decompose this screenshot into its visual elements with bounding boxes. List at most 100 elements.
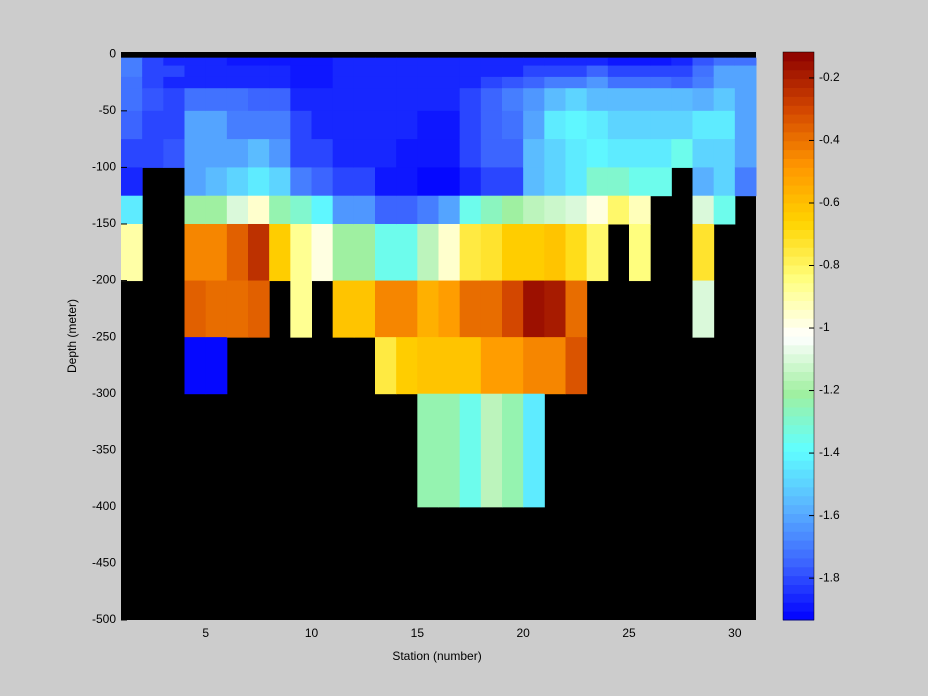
cell [311,139,334,168]
cell [248,65,270,78]
cell [121,110,143,140]
cell [375,139,397,168]
cell [226,110,249,140]
cell [713,57,736,67]
cell [269,139,291,168]
cell [396,223,418,282]
cell [565,88,588,112]
cell [290,195,312,225]
cell [205,65,228,78]
cell [502,65,524,78]
cell [375,65,397,78]
cell [480,139,503,168]
cell [438,139,461,168]
cell [629,57,651,67]
cell [459,88,482,112]
cell [734,57,757,67]
colorbar-frame [782,51,815,621]
cell [396,167,418,197]
cell [565,280,588,338]
colorbar-tick-label: -0.2 [819,70,840,84]
colorbar-level [783,362,814,372]
colorbar-tick-label: -0.8 [819,258,840,272]
cell [375,57,397,67]
cell [205,110,228,140]
y-tick-label: -500 [92,612,116,626]
cell [459,110,482,140]
cell [121,195,143,225]
cell [332,57,355,67]
cell [523,110,545,140]
colorbar-level [783,265,814,275]
cell [226,65,249,78]
cell [523,76,545,89]
cell [629,88,651,112]
colorbar-tick-label: -1.4 [819,445,840,459]
cell [311,76,334,89]
cell [502,139,524,168]
cell [713,65,736,78]
cell [544,139,566,168]
colorbar-level [783,336,814,346]
cell [290,167,312,197]
cell [438,88,461,112]
y-axis-label: Depth (meter) [65,299,79,373]
cell [226,57,249,67]
colorbar-level [783,211,814,222]
cell [544,223,566,282]
cell [607,57,630,67]
cell [523,139,545,168]
cell [205,57,228,67]
cell [459,65,482,78]
cell [671,139,693,168]
cell [332,65,355,78]
colorbar-level [783,602,814,612]
cell [544,65,566,78]
cell [480,393,503,508]
cell [417,76,439,89]
cell [544,57,566,67]
cell [417,280,439,338]
colorbar-level [783,451,814,461]
cell [734,76,757,89]
colorbar-level [783,353,814,364]
cell [671,65,693,78]
colorbar-level [783,167,814,177]
cell [438,195,461,225]
cell [205,223,228,282]
colorbar-level [783,504,814,514]
colorbar-level [783,105,814,115]
cell [544,195,566,225]
colorbar-level [783,185,814,195]
cell [565,76,588,89]
cell [353,167,376,197]
cell [523,223,545,282]
cell [480,76,503,89]
cell [353,65,376,78]
cell [332,110,355,140]
cell [502,195,524,225]
cell [142,76,164,89]
cell [353,76,376,89]
cell [269,65,291,78]
cell [565,110,588,140]
cell [269,223,291,282]
cell [375,337,397,395]
colorbar-level [783,220,814,230]
cell [248,139,270,168]
cell [523,393,545,508]
cell [269,76,291,89]
cell [163,76,185,89]
cell [248,88,270,112]
colorbar-level [783,202,814,213]
cell [396,65,418,78]
colorbar-level [783,123,814,133]
cell [184,280,207,338]
cell [226,139,249,168]
cell [523,167,545,197]
cell [586,65,609,78]
cell [544,76,566,89]
cell [248,57,270,67]
cell [586,110,609,140]
cell [290,57,312,67]
